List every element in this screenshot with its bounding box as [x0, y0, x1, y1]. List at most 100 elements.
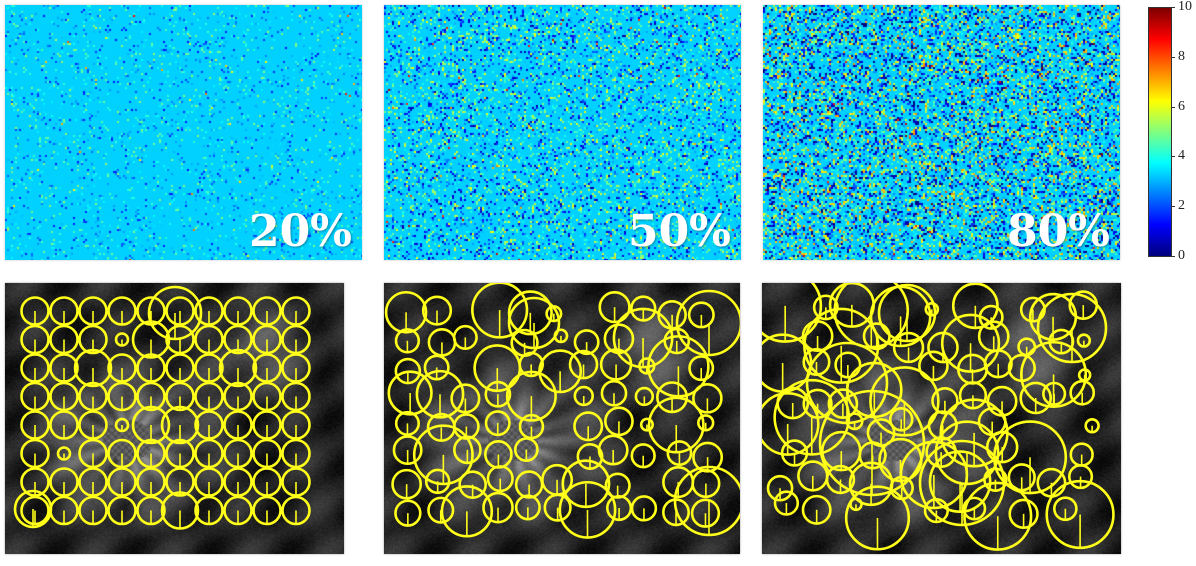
colorbar-tick-mark	[1171, 7, 1175, 8]
keypoint	[78, 438, 108, 469]
density-label: 50%	[627, 206, 731, 257]
keypoint	[107, 495, 137, 526]
keypoint	[797, 460, 829, 492]
keypoint	[252, 381, 282, 412]
keypoint	[573, 385, 594, 407]
keypoint	[20, 495, 50, 526]
keypoint	[281, 324, 311, 355]
keypoint	[78, 410, 108, 440]
keypoint	[656, 381, 689, 414]
keypoint	[985, 430, 1019, 464]
keypoint	[165, 353, 195, 383]
keypoint	[573, 411, 604, 442]
colorbar-tick-label: 8	[1178, 48, 1185, 64]
grayscale-photo	[762, 283, 1121, 554]
keypoint	[56, 446, 72, 461]
keypoint	[518, 351, 545, 378]
keypoint	[281, 467, 311, 497]
keypoint	[639, 417, 654, 432]
keypoint	[931, 387, 959, 415]
keypoint	[697, 414, 715, 432]
keypoint	[252, 353, 282, 383]
keypoint	[638, 357, 656, 375]
keypoint	[114, 332, 130, 347]
keypoint	[518, 413, 545, 440]
keypoint	[604, 406, 634, 437]
keypoint	[599, 348, 633, 381]
noise-map-canvas	[5, 5, 362, 260]
keypoint	[147, 285, 203, 341]
keypoint	[827, 388, 859, 419]
noise-map-canvas	[763, 5, 1120, 260]
keypoint	[107, 296, 137, 326]
colorbar-tick-mark	[1171, 206, 1175, 208]
keypoint	[281, 381, 311, 412]
keypoint	[49, 324, 79, 355]
keypoint-panel-80	[762, 283, 1121, 554]
keypoint	[223, 381, 253, 412]
keypoint	[924, 302, 940, 317]
keypoint	[471, 283, 529, 339]
keypoint	[597, 434, 629, 466]
colorbar-tick-mark	[1171, 56, 1175, 58]
keypoint	[473, 344, 522, 393]
noise-map-canvas	[384, 5, 741, 260]
keypoint	[834, 351, 862, 379]
keypoint	[687, 301, 715, 329]
keypoint	[194, 381, 224, 412]
keypoint	[73, 348, 113, 388]
keypoint	[918, 439, 1006, 527]
keypoint	[568, 349, 599, 380]
keypoint	[486, 465, 514, 493]
keypoint	[1067, 464, 1094, 490]
noise-map-panel-50: 50%	[384, 5, 741, 260]
keypoint	[598, 291, 631, 324]
colorbar-tick-mark	[1171, 256, 1175, 257]
noise-map-panel-80: 80%	[763, 5, 1120, 260]
keypoint-panel-50	[384, 283, 740, 554]
keypoint	[165, 296, 195, 326]
keypoint	[514, 494, 541, 521]
keypoint	[762, 392, 820, 456]
keypoint	[423, 354, 450, 381]
keypoint	[165, 438, 195, 469]
keypoint	[13, 489, 53, 529]
keypoint	[20, 410, 50, 440]
keypoint	[630, 495, 658, 522]
keypoint	[394, 499, 422, 527]
keypoint	[766, 474, 794, 502]
keypoint	[482, 491, 514, 524]
keypoint	[107, 438, 137, 469]
keypoint	[675, 289, 740, 357]
keypoint	[136, 467, 166, 497]
keypoint	[1019, 381, 1053, 415]
keypoint	[983, 349, 1013, 379]
keypoint	[538, 349, 583, 394]
keypoint	[484, 440, 513, 469]
keypoint	[1069, 442, 1094, 467]
keypoint	[131, 320, 171, 359]
keypoint	[194, 296, 224, 326]
keypoint	[194, 324, 224, 355]
keypoint	[773, 490, 800, 516]
keypoint	[1036, 467, 1067, 498]
keypoint	[1008, 498, 1039, 530]
keypoint	[892, 331, 925, 364]
keypoint	[49, 467, 79, 497]
keypoint	[663, 327, 691, 355]
keypoint	[165, 324, 195, 355]
keypoint	[421, 295, 453, 326]
keypoint	[452, 324, 478, 350]
keypoint	[194, 410, 224, 440]
keypoint	[20, 381, 50, 412]
keypoint	[49, 495, 79, 526]
keypoint	[505, 370, 557, 422]
keypoint-circles	[384, 283, 740, 539]
keypoint	[918, 350, 949, 382]
keypoint	[692, 383, 723, 414]
keypoint	[424, 468, 451, 495]
keypoint	[561, 459, 611, 509]
keypoint	[78, 296, 108, 326]
keypoint	[484, 410, 511, 437]
keypoint	[688, 355, 715, 382]
